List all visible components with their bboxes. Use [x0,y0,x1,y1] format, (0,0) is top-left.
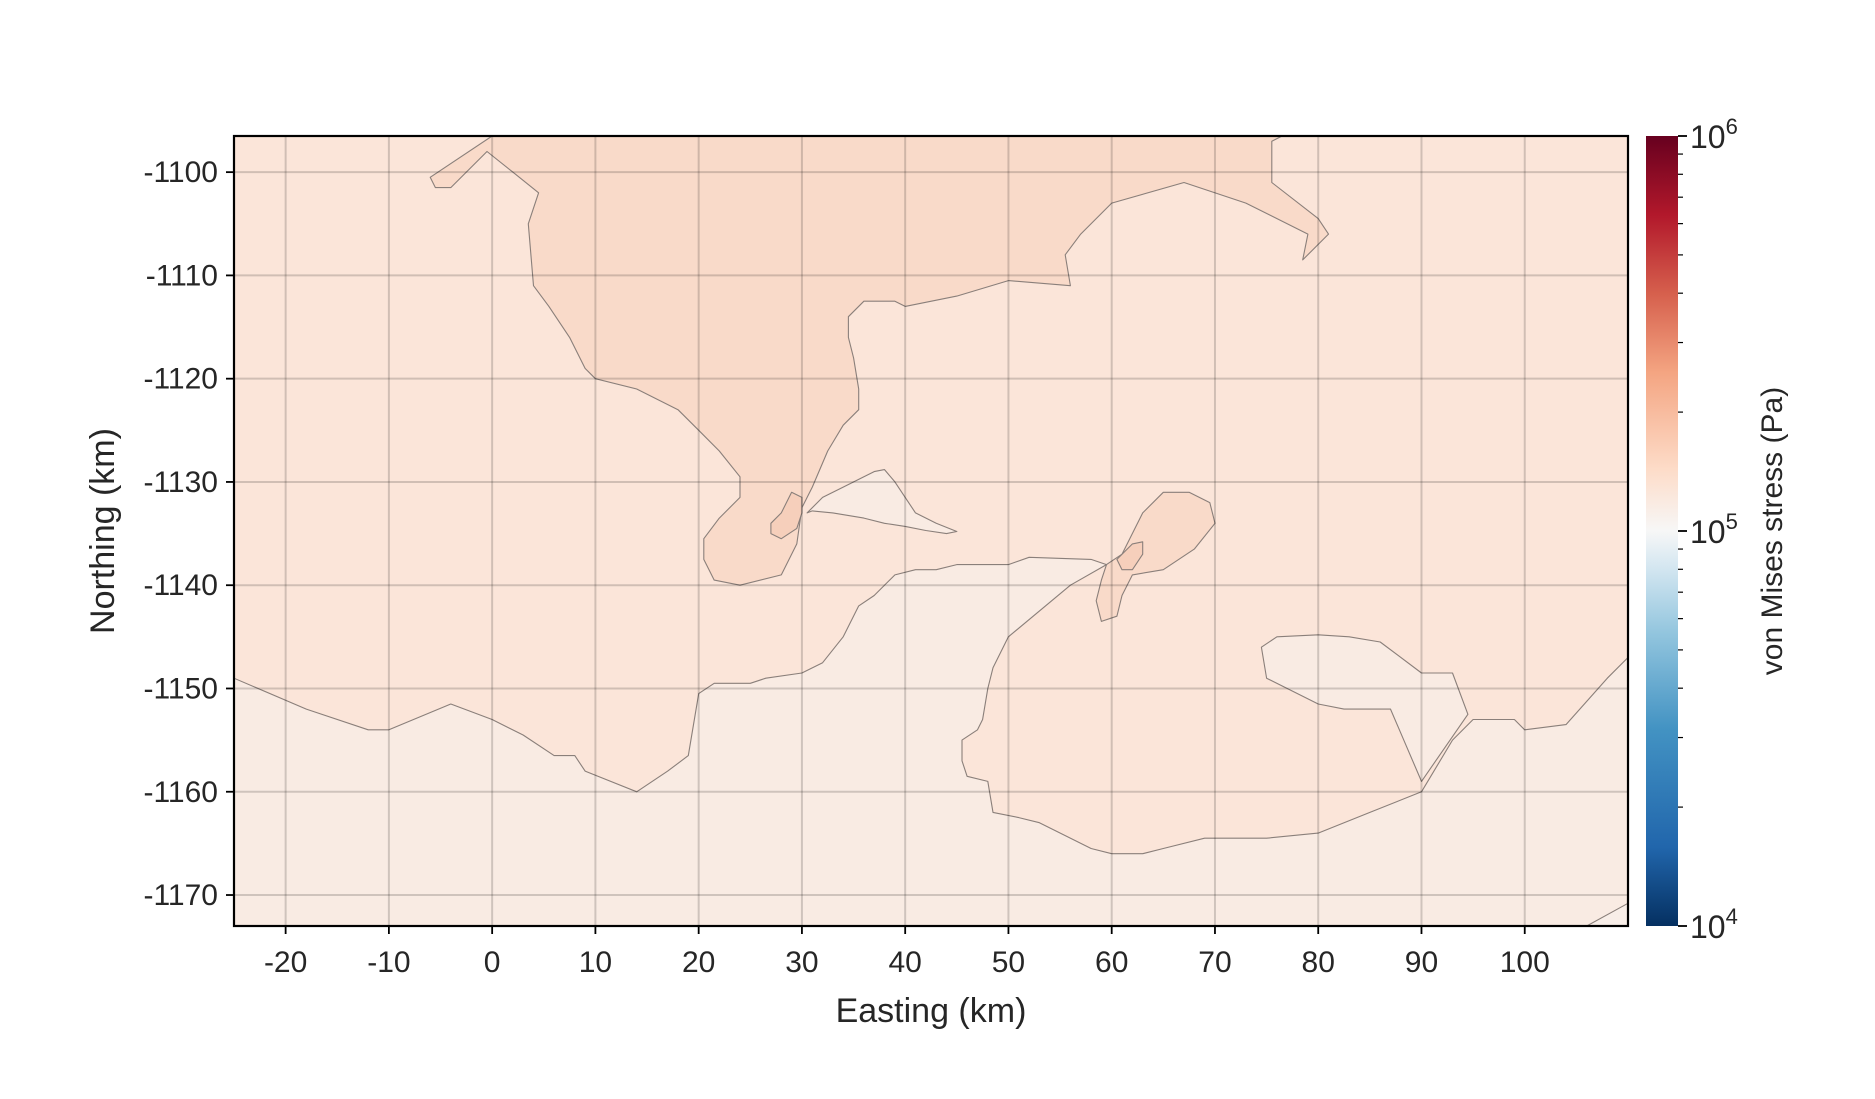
x-tick-label: 10 [579,946,612,979]
colorbar-tick-label: 104 [1690,904,1738,945]
y-axis-ticks: -1100 -1110 -1120 -1130 -1140 -1150 -1160 -1170 [143,156,234,912]
x-tick-label: 90 [1405,946,1438,979]
x-tick-label: 20 [682,946,715,979]
y-tick-label: -1140 [143,569,218,602]
x-tick-label: 40 [888,946,921,979]
contour-region-mid-right-high [1095,491,1216,622]
x-tick-label: 70 [1198,946,1231,979]
contour-region-peak-right [1116,541,1144,571]
x-tick-label: 30 [785,946,818,979]
contour-region-lower-right-low [1586,902,1628,926]
x-tick-label: 0 [484,946,501,979]
y-tick-label: -1150 [143,672,218,705]
colorbar-label: von Mises stress (Pa) [1756,387,1789,675]
colorbar [1646,136,1678,926]
contour-region-peak-left [770,491,803,540]
y-tick-label: -1170 [143,879,218,912]
colorbar-tick-base: 10 [1690,514,1726,550]
colorbar-tick-base: 10 [1690,909,1726,945]
colorbar-tick-base: 10 [1690,119,1726,155]
y-tick-label: -1110 [146,259,218,292]
x-tick-label: 80 [1302,946,1335,979]
x-tick-label: 60 [1095,946,1128,979]
x-tick-label: 50 [992,946,1025,979]
colorbar-tick-exponent: 4 [1726,904,1738,929]
colorbar-tick-exponent: 6 [1726,114,1738,139]
colorbar-tick-label: 105 [1690,509,1738,550]
colorbar-tick-exponent: 5 [1726,509,1738,534]
y-axis-label: Northing (km) [84,428,122,634]
x-tick-label: -20 [264,946,307,979]
y-tick-label: -1130 [143,466,218,499]
x-axis-label: Easting (km) [836,992,1027,1030]
contour-region-lower-band [234,469,1628,926]
y-tick-label: -1160 [143,776,218,809]
y-tick-label: -1100 [143,156,218,189]
x-tick-label: 100 [1500,946,1550,979]
x-tick-label: -10 [367,946,410,979]
grid-lines [234,136,1628,926]
contour-region-northern-high [429,136,1330,586]
x-axis-ticks: -20 -10 0 10 20 30 40 50 60 70 80 90 100 [264,926,1550,979]
colorbar-tick-label: 106 [1690,114,1738,155]
plot-frame [232,134,1630,928]
contour-fill-layer [234,136,1628,926]
y-tick-label: -1120 [143,363,218,396]
